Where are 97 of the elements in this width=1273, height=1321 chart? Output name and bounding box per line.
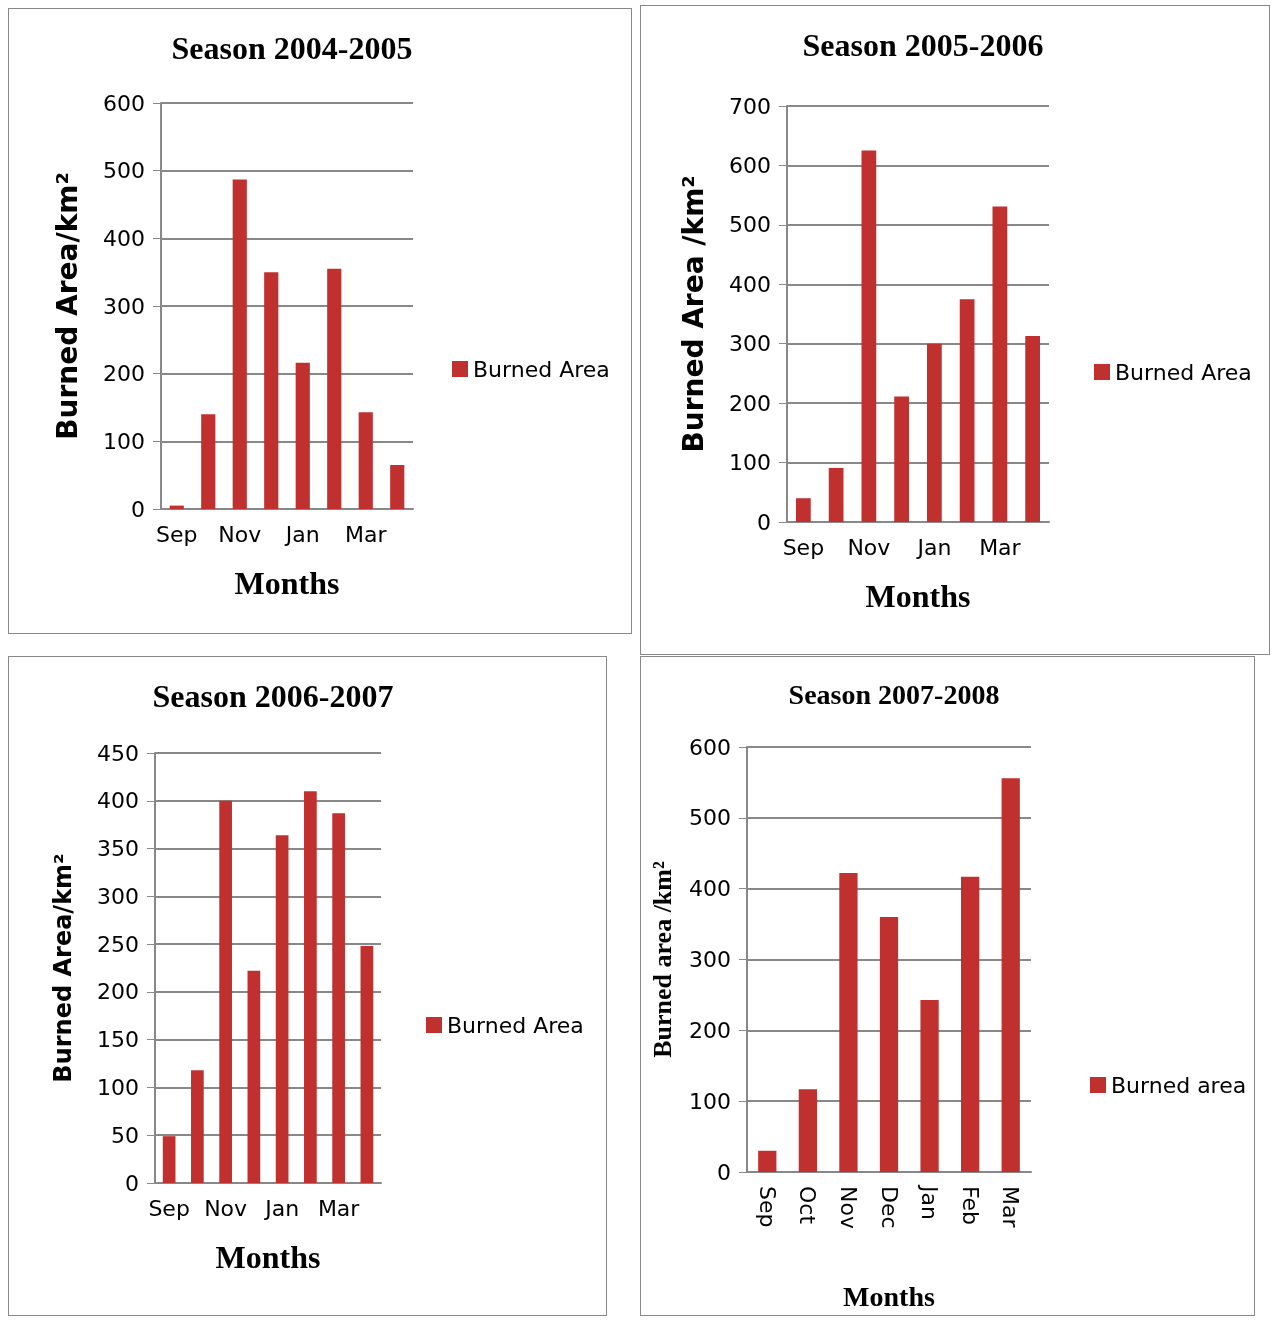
bar (201, 414, 216, 509)
y-tick-label: 400 (103, 225, 145, 251)
bar (247, 970, 261, 1183)
bar (162, 1136, 176, 1183)
y-tick-label: 0 (757, 509, 771, 535)
y-tick-label: 600 (689, 734, 731, 760)
bar (861, 150, 877, 522)
x-tick-label: Mar (979, 534, 1022, 560)
x-tick-label: Jan (915, 534, 952, 560)
bar (1001, 778, 1020, 1172)
bar (390, 465, 405, 509)
y-tick-label: 300 (103, 293, 145, 319)
y-tick-label: 300 (97, 883, 139, 909)
y-tick-label: 500 (103, 158, 145, 184)
bar (894, 396, 909, 522)
y-tick-label: 200 (689, 1017, 731, 1043)
x-tick-label: Sep (156, 521, 198, 547)
legend-label: Burned Area (447, 1012, 584, 1038)
x-tick-label: Sep (782, 534, 825, 560)
y-tick-label: 250 (97, 931, 139, 957)
y-tick-label: 400 (729, 271, 771, 297)
x-axis-title: Months (843, 1280, 935, 1312)
bar (959, 299, 975, 522)
bar (992, 206, 1008, 522)
bar (1025, 335, 1040, 522)
x-tick-label: Oct (795, 1186, 821, 1225)
y-tick-label: 600 (729, 152, 771, 178)
y-tick-label: 300 (729, 331, 771, 357)
y-tick-label: 0 (125, 1170, 139, 1196)
bar (927, 343, 942, 522)
bar (796, 498, 811, 522)
x-tick-label: Mar (344, 521, 388, 547)
y-axis-title: Burned Area/km² (49, 853, 77, 1083)
chart-title: Season 2005-2006 (802, 27, 1044, 63)
y-tick-label: 600 (103, 90, 145, 116)
x-tick-label: Nov (847, 534, 891, 560)
x-tick-label: Jan (283, 521, 320, 547)
x-tick-label: Mar (998, 1186, 1024, 1229)
bar (191, 1070, 204, 1183)
bar (332, 813, 345, 1183)
chart-title: Season 2004-2005 (171, 30, 413, 66)
bar (358, 412, 373, 509)
bar (798, 1089, 817, 1172)
x-tick-label: Jan (917, 1184, 943, 1220)
y-axis-title: Burned area /km² (647, 861, 677, 1058)
y-tick-label: 300 (689, 947, 731, 972)
bar (920, 999, 939, 1172)
y-tick-label: 400 (97, 788, 139, 814)
y-tick-label: 100 (729, 450, 771, 476)
legend-label: Burned Area (1115, 359, 1252, 385)
bar (275, 835, 289, 1183)
y-tick-label: 0 (717, 1159, 731, 1185)
x-tick-label: Jan (263, 1195, 300, 1221)
y-tick-label: 350 (97, 836, 139, 862)
y-axis-title: Burned Area /km² (676, 175, 710, 453)
y-tick-label: 150 (97, 1027, 139, 1053)
y-tick-label: 200 (97, 979, 139, 1005)
x-axis-title: Months (234, 565, 340, 601)
bar (758, 1150, 777, 1172)
bar (219, 800, 232, 1183)
y-axis-title: Burned Area/km² (50, 172, 84, 440)
y-tick-label: 500 (729, 212, 771, 238)
legend-label: Burned Area (473, 356, 610, 382)
x-axis-title: Months (865, 578, 971, 614)
bar (360, 946, 374, 1183)
y-tick-label: 700 (729, 93, 771, 119)
y-tick-label: 100 (689, 1088, 731, 1114)
y-tick-label: 400 (689, 876, 731, 902)
bar (961, 876, 980, 1172)
y-tick-label: 50 (111, 1122, 139, 1148)
x-axis-title: Months (215, 1239, 321, 1275)
bar (295, 362, 310, 509)
x-tick-label: Sep (148, 1195, 190, 1221)
x-tick-label: Sep (754, 1186, 780, 1228)
chart-title: Season 2006-2007 (152, 678, 394, 714)
chart-title: Season 2007-2008 (788, 678, 1000, 710)
x-tick-label: Dec (876, 1186, 902, 1229)
x-tick-label: Nov (835, 1186, 861, 1229)
legend-label: Burned area (1111, 1072, 1247, 1098)
x-tick-label: Nov (218, 521, 262, 547)
x-tick-label: Mar (317, 1195, 361, 1221)
x-tick-label: Feb (957, 1186, 983, 1225)
bar (327, 268, 342, 509)
y-tick-label: 500 (689, 805, 731, 831)
bar (264, 272, 279, 509)
y-tick-label: 0 (131, 496, 145, 522)
bar (879, 917, 899, 1172)
bar (304, 791, 317, 1183)
bar (828, 467, 844, 522)
y-tick-label: 450 (97, 740, 139, 766)
y-tick-label: 100 (103, 428, 145, 454)
y-tick-label: 100 (97, 1074, 139, 1100)
y-tick-label: 200 (729, 390, 771, 416)
bar (839, 873, 858, 1172)
x-tick-label: Nov (204, 1195, 248, 1221)
y-tick-label: 200 (103, 361, 145, 387)
bar (232, 179, 247, 509)
